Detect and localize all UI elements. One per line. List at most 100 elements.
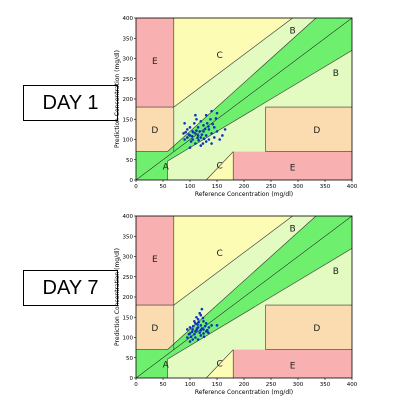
data-point [193, 320, 196, 323]
data-point [183, 122, 186, 125]
data-point [194, 132, 197, 135]
zone-label-e: E [290, 164, 296, 174]
x-tick-label: 50 [160, 184, 167, 190]
data-point [200, 307, 204, 311]
x-tick-label: 100 [185, 184, 196, 190]
data-point [198, 311, 202, 315]
y-tick-label: 350 [123, 234, 134, 240]
data-point [186, 136, 189, 139]
data-point [210, 142, 213, 145]
data-point [213, 126, 216, 129]
y-tick-label: 50 [126, 158, 133, 164]
data-point [195, 327, 199, 330]
data-point [210, 109, 213, 113]
data-point [196, 323, 199, 326]
data-point [207, 138, 211, 141]
x-axis-title: Reference Concentration (mg/dl) [195, 191, 293, 198]
data-point [194, 142, 197, 145]
zone-label-b: B [290, 225, 296, 235]
data-point [199, 144, 203, 147]
data-point [209, 117, 212, 121]
y-tick-label: 350 [123, 36, 134, 42]
zone-e-lower-region [233, 151, 352, 180]
data-point [191, 338, 194, 341]
diagonal-line [135, 17, 353, 181]
data-point [195, 117, 198, 121]
y-tick-label: 400 [123, 214, 134, 220]
y-axis-title: Prediction Concentration (mg/dl) [114, 50, 121, 148]
data-point [199, 313, 203, 317]
data-point [210, 132, 213, 135]
data-point [196, 134, 200, 137]
data-point [193, 332, 196, 336]
y-tick-label: 250 [123, 275, 134, 281]
y-axis-title: Prediction Concentration (mg/dl) [114, 248, 121, 346]
data-point [215, 111, 219, 115]
data-point [193, 122, 196, 125]
y-tick-label: 200 [123, 97, 134, 103]
x-tick-label: 250 [266, 382, 277, 388]
data-point [186, 328, 189, 331]
zone-label-b: B [333, 267, 339, 277]
data-point [199, 136, 203, 139]
data-point [194, 322, 197, 325]
data-point [188, 340, 192, 343]
data-point [199, 334, 203, 337]
y-tick-label: 50 [126, 356, 133, 362]
y-tick-label: 100 [123, 336, 134, 342]
x-tick-label: 150 [212, 382, 223, 388]
zone-e-upper-region [136, 216, 174, 306]
data-point [199, 119, 203, 123]
x-tick-label: 300 [293, 184, 304, 190]
zone-label-d: D [313, 324, 320, 334]
zone-d-left-region [136, 107, 174, 152]
zone-e-upper-region [136, 18, 174, 108]
data-point [202, 130, 205, 133]
y-tick-label: 150 [123, 315, 134, 321]
diagonal-line [135, 215, 353, 379]
data-point [202, 320, 205, 323]
zone-label-c: C [217, 360, 223, 370]
zone-label-c: C [217, 162, 223, 172]
data-point [205, 122, 209, 125]
data-point [184, 130, 187, 134]
data-point [195, 129, 198, 132]
x-tick-label: 200 [239, 382, 250, 388]
data-point [207, 128, 211, 131]
x-tick-label: 350 [320, 382, 331, 388]
data-point [191, 130, 195, 134]
data-point [202, 332, 205, 335]
zone-boundary-line [167, 17, 317, 152]
x-tick-label: 300 [293, 382, 304, 388]
data-point [215, 130, 219, 133]
data-point [204, 113, 208, 117]
x-tick-label: 150 [212, 184, 223, 190]
data-point [210, 324, 213, 327]
zone-label-b: B [333, 69, 339, 79]
data-point [199, 328, 203, 332]
zone-label-e: E [152, 57, 158, 67]
y-tick-label: 300 [123, 57, 134, 63]
data-point [211, 122, 214, 126]
x-tick-label: 100 [185, 382, 196, 388]
data-point [194, 113, 197, 117]
zone-label-a: A [163, 360, 170, 370]
data-point [195, 315, 198, 319]
y-tick-label: 100 [123, 138, 134, 144]
data-point [182, 132, 185, 135]
day-1-label: DAY 1 [23, 85, 118, 121]
data-point [215, 324, 219, 327]
data-point [189, 140, 193, 143]
data-point [196, 126, 200, 129]
data-point [205, 328, 209, 332]
zone-label-d: D [151, 324, 158, 334]
zone-boundary-line [173, 17, 293, 108]
zone-e-lower-region [233, 349, 352, 378]
zone-label-c: C [217, 249, 223, 259]
clarke-error-grid-day-7: A B B C C D D E E 0 50 100 150 200 250 300 350 400 0 50 100 1… [114, 214, 358, 396]
data-point [199, 324, 203, 327]
data-point [196, 136, 199, 140]
x-tick-label: 400 [347, 184, 358, 190]
zone-d-right-region [265, 107, 352, 152]
zone-d-right-region [265, 305, 352, 350]
